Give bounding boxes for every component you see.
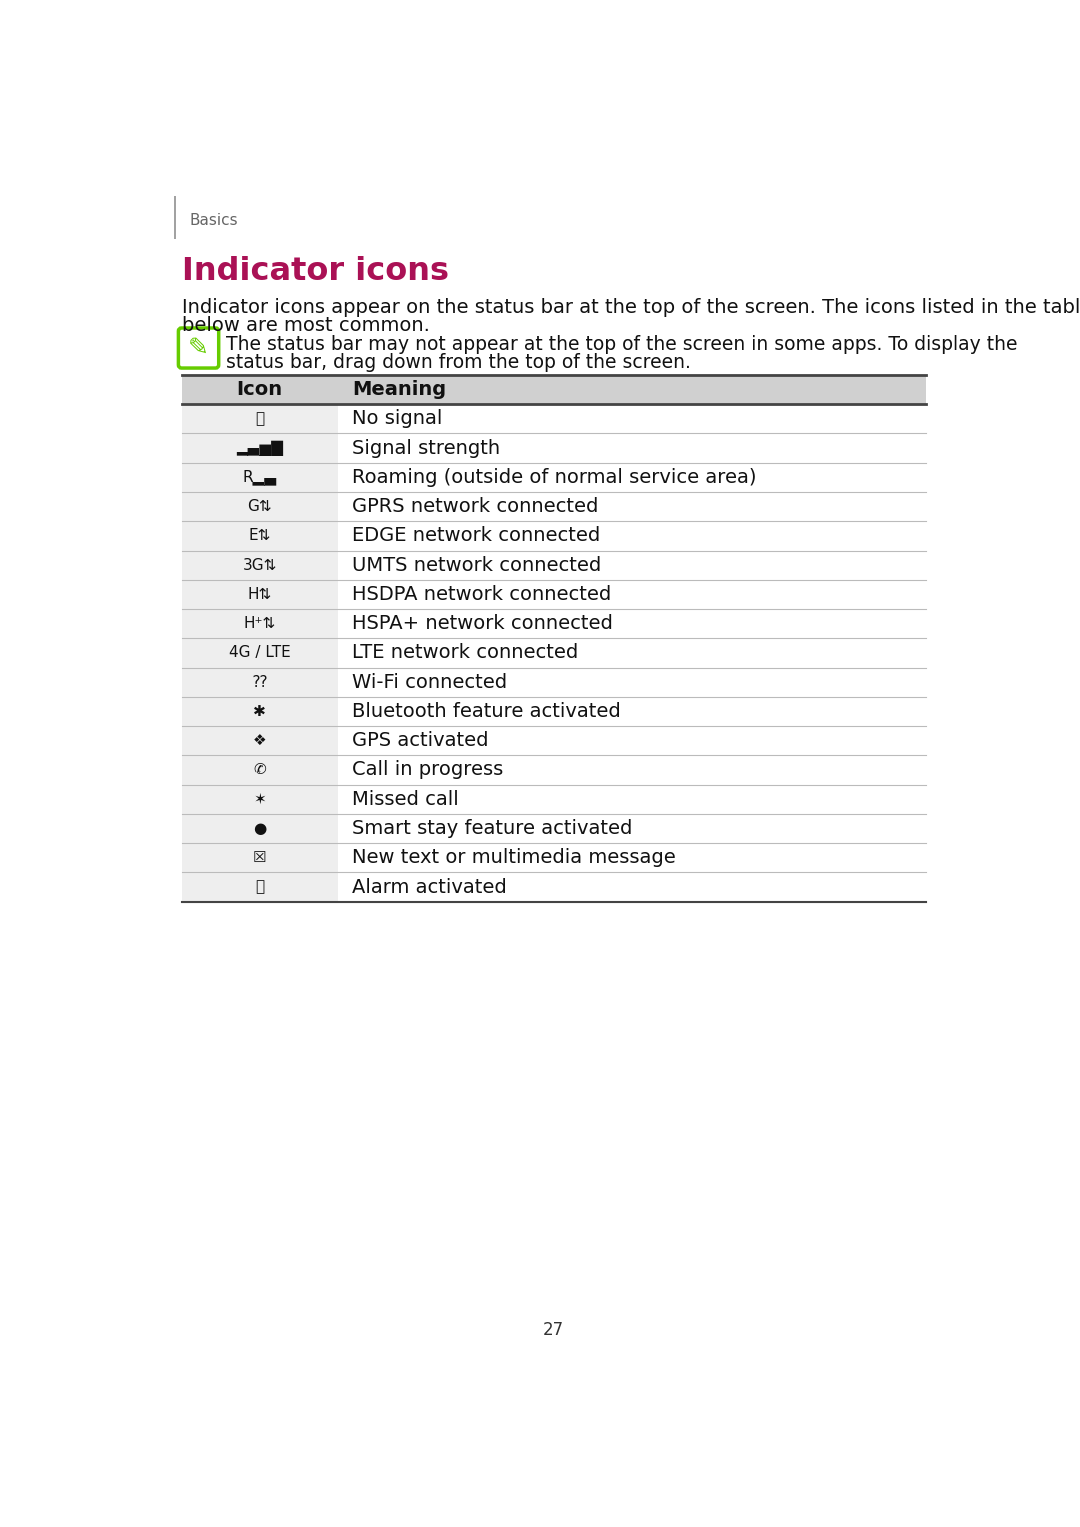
Text: ▂▄▆█: ▂▄▆█ (237, 440, 283, 455)
Text: Smart stay feature activated: Smart stay feature activated (352, 818, 633, 838)
Text: Wi-Fi connected: Wi-Fi connected (352, 673, 508, 692)
Bar (181, 843, 338, 872)
Text: No signal: No signal (352, 409, 443, 429)
Text: HSDPA network connected: HSDPA network connected (352, 585, 611, 603)
Text: 3G⇅: 3G⇅ (243, 557, 276, 573)
Text: G⇅: G⇅ (247, 499, 272, 515)
Bar (181, 667, 338, 696)
Bar (181, 376, 926, 405)
Text: Bluetooth feature activated: Bluetooth feature activated (352, 702, 621, 721)
Text: 4G / LTE: 4G / LTE (229, 646, 291, 661)
Text: GPS activated: GPS activated (352, 731, 488, 750)
Text: Indicator icons: Indicator icons (181, 257, 448, 287)
Text: ⏰: ⏰ (255, 880, 265, 895)
Bar (181, 638, 338, 667)
Text: Indicator icons appear on the status bar at the top of the screen. The icons lis: Indicator icons appear on the status bar… (181, 298, 1080, 318)
Text: ●: ● (253, 822, 267, 835)
Bar (181, 696, 338, 727)
Text: Meaning: Meaning (352, 380, 446, 399)
Text: E⇅: E⇅ (248, 528, 271, 544)
Text: EDGE network connected: EDGE network connected (352, 527, 600, 545)
Text: Basics: Basics (189, 214, 238, 228)
Bar (181, 405, 338, 434)
Bar (181, 814, 338, 843)
Bar (181, 872, 338, 901)
Text: GPRS network connected: GPRS network connected (352, 498, 598, 516)
Bar (181, 551, 338, 580)
Text: LTE network connected: LTE network connected (352, 643, 578, 663)
Bar (181, 521, 338, 551)
Text: ⦻: ⦻ (255, 411, 265, 426)
Bar (181, 580, 338, 609)
Text: R▂▄: R▂▄ (243, 469, 276, 486)
Text: Alarm activated: Alarm activated (352, 878, 507, 896)
Text: The status bar may not appear at the top of the screen in some apps. To display : The status bar may not appear at the top… (227, 334, 1018, 354)
Text: ❖: ❖ (253, 733, 267, 748)
Text: status bar, drag down from the top of the screen.: status bar, drag down from the top of th… (227, 353, 691, 371)
Bar (181, 727, 338, 756)
Text: Call in progress: Call in progress (352, 760, 503, 779)
Text: below are most common.: below are most common. (181, 316, 430, 336)
Text: UMTS network connected: UMTS network connected (352, 556, 602, 574)
Text: ☒: ☒ (253, 851, 267, 866)
Text: 27: 27 (543, 1321, 564, 1339)
Text: Signal strength: Signal strength (352, 438, 500, 458)
Text: ⁇: ⁇ (253, 675, 267, 690)
Text: ✶: ✶ (254, 791, 266, 806)
Text: HSPA+ network connected: HSPA+ network connected (352, 614, 612, 634)
Bar (181, 756, 338, 785)
Text: Icon: Icon (237, 380, 283, 399)
Bar (181, 434, 338, 463)
Text: Missed call: Missed call (352, 789, 459, 809)
Text: ✱: ✱ (254, 704, 266, 719)
Text: New text or multimedia message: New text or multimedia message (352, 849, 676, 867)
Bar (181, 785, 338, 814)
Bar (181, 492, 338, 521)
Text: Roaming (outside of normal service area): Roaming (outside of normal service area) (352, 467, 756, 487)
Text: H⇅: H⇅ (247, 586, 272, 602)
Text: ✎: ✎ (188, 336, 210, 360)
Bar (181, 609, 338, 638)
Text: ✆: ✆ (254, 762, 266, 777)
Bar (181, 463, 338, 492)
FancyBboxPatch shape (178, 328, 218, 368)
Text: H⁺⇅: H⁺⇅ (244, 617, 275, 631)
